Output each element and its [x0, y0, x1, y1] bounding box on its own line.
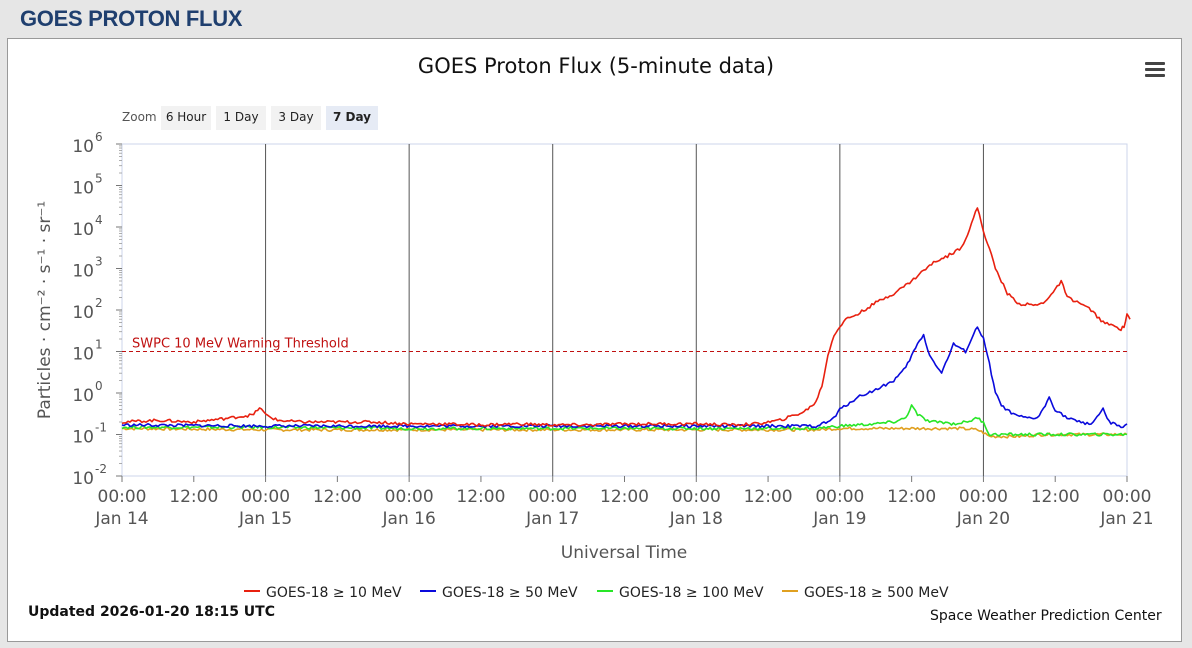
x-tick-date-label: Jan 18 [669, 509, 723, 529]
y-tick-exponent: 2 [95, 296, 103, 310]
hamburger-menu-icon[interactable] [1145, 62, 1165, 80]
legend-item-500mev[interactable]: GOES-18 ≥ 500 MeV [782, 585, 949, 601]
y-tick-exponent: -1 [95, 421, 107, 435]
y-tick-label: 10 [72, 179, 94, 199]
y-tick-label: 10 [72, 303, 94, 323]
x-tick-label: 00:00 [98, 487, 147, 507]
y-tick-exponent: 0 [95, 379, 103, 393]
legend-swatch-100mev [597, 590, 613, 592]
page-heading: GOES PROTON FLUX [20, 6, 243, 31]
x-axis-label: Universal Time [561, 543, 687, 563]
updated-timestamp: Updated 2026-01-20 18:15 UTC [28, 604, 275, 620]
legend-item-100mev[interactable]: GOES-18 ≥ 100 MeV [597, 585, 764, 601]
zoom-1-day-button[interactable]: 1 Day [216, 106, 266, 130]
zoom-7-day-button[interactable]: 7 Day [326, 106, 378, 130]
y-tick-exponent: -2 [95, 462, 107, 476]
series-line [121, 404, 1128, 437]
x-tick-date-label: Jan 15 [238, 509, 292, 529]
x-tick-date-label: Jan 14 [94, 509, 148, 529]
legend-swatch-10mev [244, 590, 260, 592]
x-tick-date-label: Jan 21 [1099, 509, 1153, 529]
x-tick-label: 00:00 [672, 487, 721, 507]
x-tick-label: 12:00 [600, 487, 649, 507]
y-tick-exponent: 5 [95, 172, 103, 186]
x-tick-label: 12:00 [456, 487, 505, 507]
x-tick-label: 12:00 [169, 487, 218, 507]
legend-item-10mev[interactable]: GOES-18 ≥ 10 MeV [244, 585, 402, 601]
x-tick-label: 12:00 [887, 487, 936, 507]
y-tick-label: 10 [72, 386, 94, 406]
y-tick-label: 10 [72, 469, 94, 489]
page-header: GOES PROTON FLUX [0, 0, 1192, 38]
x-tick-label: 00:00 [528, 487, 577, 507]
series-line [121, 426, 1128, 439]
zoom-3-day-button[interactable]: 3 Day [271, 106, 321, 130]
legend-swatch-50mev [420, 590, 436, 592]
legend-swatch-500mev [782, 590, 798, 592]
x-tick-date-label: Jan 19 [812, 509, 866, 529]
y-tick-label: 10 [72, 428, 94, 448]
series-line [121, 326, 1128, 429]
chart-panel [7, 38, 1182, 642]
x-tick-label: 00:00 [241, 487, 290, 507]
y-axis-label: Particles · cm⁻² · s⁻¹ · sr⁻¹ [35, 201, 55, 419]
x-tick-label: 12:00 [1031, 487, 1080, 507]
x-tick-label: 00:00 [959, 487, 1008, 507]
x-tick-label: 00:00 [815, 487, 864, 507]
y-tick-label: 10 [72, 262, 94, 282]
x-tick-label: 12:00 [313, 487, 362, 507]
y-tick-label: 10 [72, 137, 94, 157]
series-line [121, 207, 1131, 428]
credits-link[interactable]: Space Weather Prediction Center [930, 608, 1162, 624]
y-tick-exponent: 3 [95, 255, 103, 269]
y-tick-label: 10 [72, 345, 94, 365]
y-tick-exponent: 6 [95, 130, 103, 144]
x-tick-date-label: Jan 16 [382, 509, 436, 529]
chart-title: GOES Proton Flux (5-minute data) [417, 54, 775, 78]
x-tick-date-label: Jan 17 [525, 509, 579, 529]
y-tick-exponent: 4 [95, 213, 103, 227]
x-tick-label: 12:00 [744, 487, 793, 507]
legend-item-50mev[interactable]: GOES-18 ≥ 50 MeV [420, 585, 578, 601]
warning-threshold-label: SWPC 10 MeV Warning Threshold [132, 337, 349, 352]
y-tick-exponent: 1 [95, 338, 103, 352]
x-tick-label: 00:00 [385, 487, 434, 507]
zoom-6-hour-button[interactable]: 6 Hour [161, 106, 211, 130]
x-tick-date-label: Jan 20 [956, 509, 1010, 529]
zoom-label: Zoom [122, 110, 157, 124]
y-tick-label: 10 [72, 220, 94, 240]
x-tick-label: 00:00 [1103, 487, 1152, 507]
